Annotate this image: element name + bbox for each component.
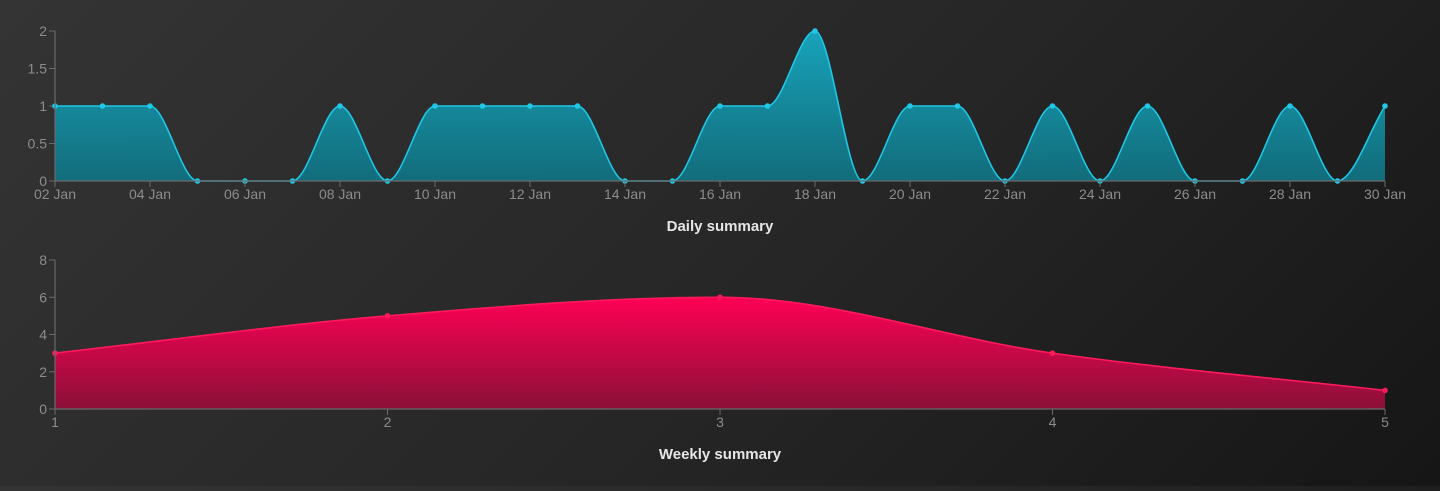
daily-y-tick-label: 2	[39, 23, 47, 39]
daily-x-tick-label: 04 Jan	[129, 186, 171, 202]
daily-x-tick-label: 08 Jan	[319, 186, 361, 202]
daily-x-tick-label: 18 Jan	[794, 186, 836, 202]
daily-data-point	[1049, 103, 1056, 109]
daily-y-tick-label: 1	[39, 98, 47, 114]
daily-data-point	[764, 103, 771, 109]
daily-data-point	[527, 103, 533, 109]
weekly-y-tick-label: 2	[39, 364, 47, 380]
weekly-x-tick-label: 3	[716, 414, 724, 430]
daily-data-point	[1144, 103, 1151, 109]
daily-summary-chart: 0 0.5 1 1.5 2 02 Jan 04 Jan 06 Jan 08 Jan 10 Jan…	[28, 23, 1406, 235]
daily-x-ticks: 02 Jan 04 Jan 06 Jan 08 Jan 10 Jan 12 Jan 14 J…	[34, 181, 1406, 202]
daily-data-point	[717, 103, 723, 109]
daily-data-point	[574, 103, 581, 109]
daily-data-point	[907, 103, 913, 109]
daily-data-point	[337, 103, 343, 109]
daily-x-tick-label: 14 Jan	[604, 186, 646, 202]
weekly-x-tick-label: 2	[384, 414, 392, 430]
daily-x-tick-label: 26 Jan	[1174, 186, 1216, 202]
daily-data-point	[147, 103, 153, 109]
daily-x-tick-label: 22 Jan	[984, 186, 1026, 202]
weekly-data-point	[717, 294, 723, 301]
daily-data-point	[954, 103, 961, 109]
daily-y-tick-label: 0	[39, 173, 47, 189]
daily-y-ticks: 0 0.5 1 1.5 2	[28, 23, 55, 189]
daily-x-tick-label: 24 Jan	[1079, 186, 1121, 202]
weekly-x-tick-label: 5	[1381, 414, 1389, 430]
daily-x-tick-label: 28 Jan	[1269, 186, 1311, 202]
weekly-data-points	[52, 294, 1388, 394]
daily-x-tick-label: 06 Jan	[224, 186, 266, 202]
daily-data-point	[1287, 103, 1293, 109]
daily-data-point	[99, 103, 106, 109]
daily-data-point	[1382, 103, 1388, 109]
weekly-data-point	[1049, 350, 1056, 356]
daily-x-tick-label: 10 Jan	[414, 186, 456, 202]
daily-x-tick-label: 16 Jan	[699, 186, 741, 202]
daily-series-line	[55, 30, 1386, 182]
weekly-data-point	[384, 313, 391, 319]
daily-data-point	[432, 103, 438, 109]
daily-x-tick-label: 02 Jan	[34, 186, 76, 202]
weekly-y-ticks: 0 2 4 6 8	[39, 252, 55, 417]
daily-data-point	[479, 103, 486, 109]
weekly-y-tick-label: 0	[39, 401, 47, 417]
weekly-y-tick-label: 8	[39, 252, 47, 268]
daily-data-point	[812, 28, 818, 34]
weekly-data-point	[1382, 387, 1388, 394]
daily-chart-title: Daily summary	[667, 218, 774, 235]
weekly-summary-chart: 0 2 4 6 8 1 2 3 4 5 Weekly summary	[39, 252, 1389, 463]
daily-y-tick-label: 1.5	[28, 61, 48, 77]
weekly-x-tick-label: 1	[51, 414, 59, 430]
daily-y-tick-label: 0.5	[28, 136, 48, 152]
daily-x-tick-label: 12 Jan	[509, 186, 551, 202]
weekly-y-tick-label: 4	[39, 327, 47, 343]
weekly-y-tick-label: 6	[39, 289, 47, 305]
daily-x-tick-label: 30 Jan	[1364, 186, 1406, 202]
weekly-area-fill	[55, 297, 1385, 409]
weekly-x-tick-label: 4	[1049, 414, 1057, 430]
daily-x-tick-label: 20 Jan	[889, 186, 931, 202]
weekly-chart-title: Weekly summary	[659, 446, 782, 463]
weekly-x-ticks: 1 2 3 4 5	[51, 409, 1389, 430]
